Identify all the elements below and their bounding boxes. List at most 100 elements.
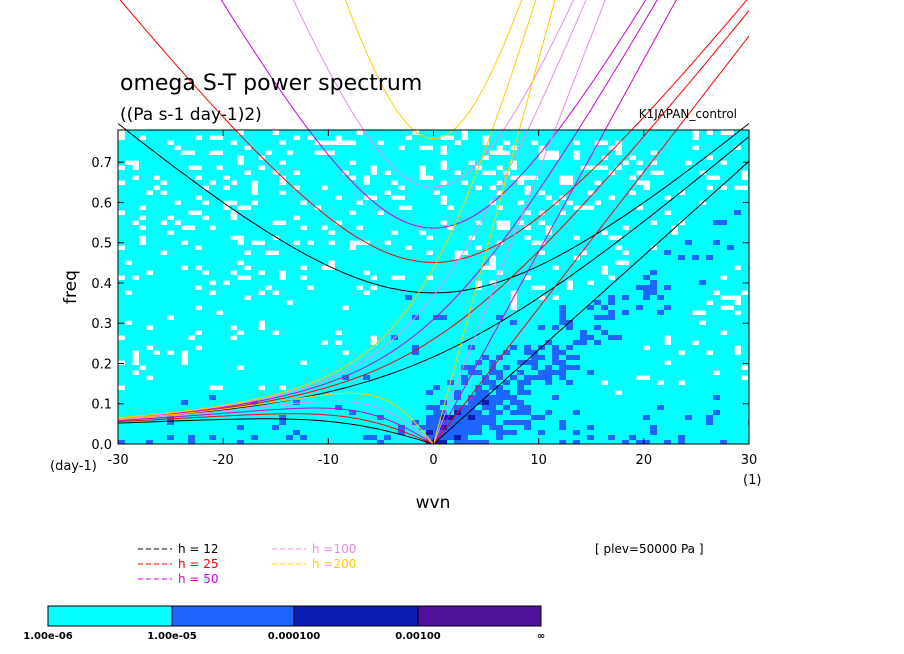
heatmap-cell (174, 180, 182, 186)
heatmap-cell (433, 245, 441, 251)
heatmap-cell (468, 290, 476, 296)
heatmap-cell (685, 370, 693, 376)
heatmap-cell (629, 210, 637, 216)
heatmap-cell (622, 405, 630, 411)
heatmap-cell (209, 205, 217, 211)
heatmap-cell (622, 215, 630, 221)
heatmap-cell (146, 185, 154, 191)
heatmap-cell (461, 425, 469, 431)
heatmap-cell (370, 345, 378, 351)
heatmap-cell (573, 260, 581, 266)
heatmap-cell (475, 135, 483, 141)
heatmap-cell (706, 325, 714, 331)
heatmap-cell (447, 270, 455, 276)
heatmap-cell (461, 375, 469, 381)
heatmap-cell (552, 305, 560, 311)
heatmap-cell (279, 325, 287, 331)
heatmap-cell (146, 425, 154, 431)
heatmap-cell (370, 265, 378, 271)
heatmap-cell (146, 280, 154, 286)
heatmap-cell (370, 270, 378, 276)
heatmap-cell (650, 135, 658, 141)
heatmap-cell (664, 270, 672, 276)
heatmap-cell (195, 385, 203, 391)
heatmap-cell (167, 145, 175, 151)
heatmap-cell (664, 155, 672, 161)
heatmap-cell (426, 215, 434, 221)
heatmap-cell (356, 380, 364, 386)
heatmap-cell (370, 240, 378, 246)
heatmap-cell (545, 315, 553, 321)
heatmap-cell (517, 415, 525, 421)
heatmap-cell (251, 250, 259, 256)
heatmap-cell (468, 315, 476, 321)
heatmap-cell (405, 260, 413, 266)
heatmap-cell (321, 270, 329, 276)
heatmap-cell (664, 405, 672, 411)
heatmap-cell (580, 155, 588, 161)
heatmap-cell (230, 155, 238, 161)
heatmap-cell (650, 175, 658, 181)
heatmap-cell (195, 200, 203, 206)
heatmap-cell (468, 380, 476, 386)
heatmap-cell (181, 400, 189, 406)
heatmap-cell (237, 340, 245, 346)
heatmap-cell (258, 265, 266, 271)
heatmap-cell (608, 225, 616, 231)
heatmap-cell (608, 165, 616, 171)
heatmap-cell (258, 280, 266, 286)
heatmap-cell (559, 360, 567, 366)
heatmap-cell (447, 280, 455, 286)
heatmap-cell (118, 350, 126, 356)
heatmap-cell (559, 290, 567, 296)
heatmap-cell (279, 240, 287, 246)
heatmap-cell (223, 355, 231, 361)
heatmap-cell (664, 175, 672, 181)
heatmap-cell (209, 190, 217, 196)
heatmap-cell (391, 150, 399, 156)
heatmap-cell (706, 265, 714, 271)
heatmap-cell (265, 300, 273, 306)
heatmap-cell (440, 360, 448, 366)
heatmap-cell (195, 295, 203, 301)
heatmap-cell (713, 325, 721, 331)
heatmap-cell (272, 340, 280, 346)
heatmap-cell (300, 300, 308, 306)
heatmap-cell (216, 315, 224, 321)
heatmap-cell (244, 245, 252, 251)
heatmap-cell (118, 150, 126, 156)
heatmap-cell (412, 290, 420, 296)
heatmap-cell (195, 215, 203, 221)
heatmap-cell (272, 225, 280, 231)
heatmap-cell (118, 380, 126, 386)
heatmap-cell (657, 355, 665, 361)
heatmap-cell (664, 420, 672, 426)
heatmap-cell (132, 330, 140, 336)
heatmap-cell (237, 375, 245, 381)
heatmap-cell (160, 260, 168, 266)
heatmap-cell (517, 275, 525, 281)
heatmap-cell (377, 320, 385, 326)
heatmap-cell (524, 285, 532, 291)
heatmap-cell (601, 310, 609, 316)
heatmap-cell (678, 305, 686, 311)
heatmap-cell (594, 320, 602, 326)
heatmap-cell (195, 350, 203, 356)
heatmap-cell (566, 380, 574, 386)
heatmap-cell (727, 420, 735, 426)
heatmap-cell (125, 145, 133, 151)
heatmap-cell (363, 335, 371, 341)
heatmap-cell (363, 150, 371, 156)
heatmap-cell (573, 390, 581, 396)
heatmap-cell (426, 230, 434, 236)
heatmap-cell (223, 310, 231, 316)
heatmap-cell (328, 215, 336, 221)
heatmap-cell (461, 365, 469, 371)
heatmap-cell (223, 300, 231, 306)
heatmap-cell (559, 150, 567, 156)
heatmap-cell (664, 230, 672, 236)
heatmap-cell (447, 320, 455, 326)
heatmap-cell (342, 225, 350, 231)
heatmap-cell (454, 270, 462, 276)
heatmap-cell (510, 335, 518, 341)
